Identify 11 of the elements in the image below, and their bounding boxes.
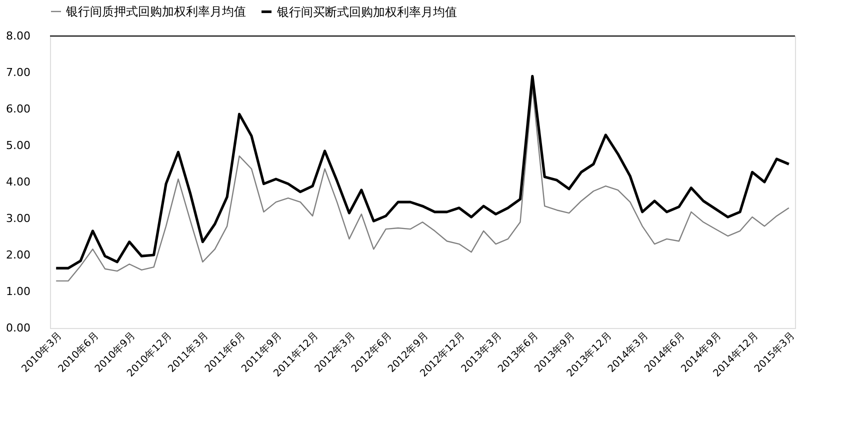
legend-label: 银行间质押式回购加权利率月均值 <box>65 4 246 18</box>
y-tick-label: 0.00 <box>6 322 30 334</box>
legend-label: 银行间买断式回购加权利率月均值 <box>276 4 457 19</box>
y-tick-label: 7.00 <box>6 66 30 79</box>
y-tick-label: 2.00 <box>6 248 30 262</box>
y-tick-label: 4.00 <box>6 176 30 188</box>
y-tick-label: 1.00 <box>6 285 30 298</box>
y-tick-label: 5.00 <box>6 139 30 152</box>
y-tick-label: 8.00 <box>6 30 30 42</box>
y-tick-label: 3.00 <box>6 212 30 225</box>
y-tick-label: 6.00 <box>6 102 30 116</box>
